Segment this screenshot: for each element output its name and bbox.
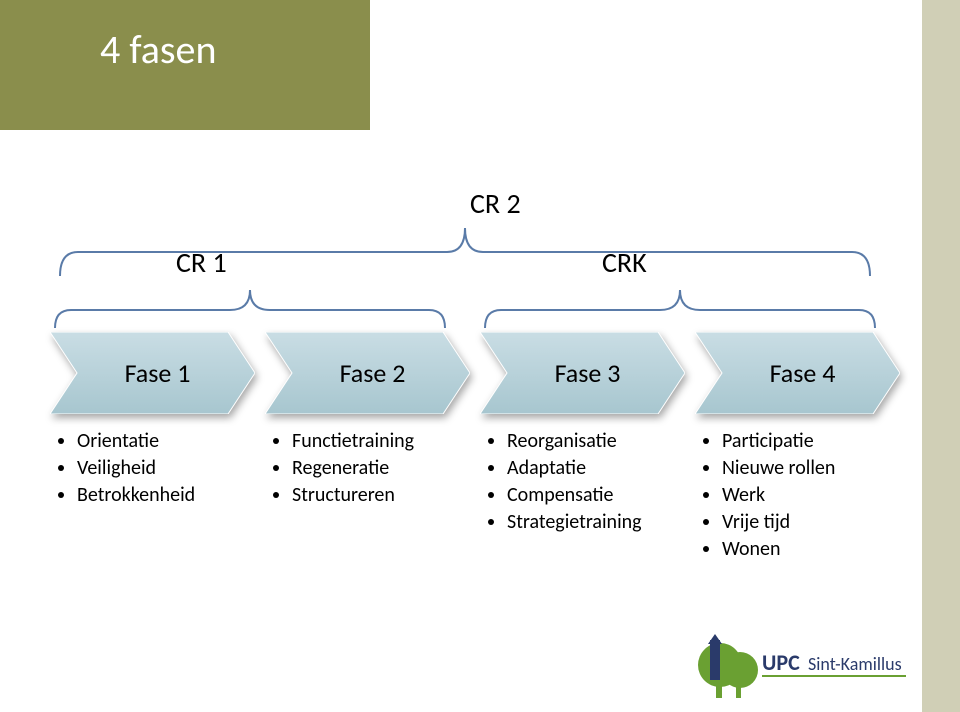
list-item: Wonen [722, 536, 905, 563]
list-item: Compensatie [507, 482, 690, 509]
col-4: Participatie Nieuwe rollen Werk Vrije ti… [700, 428, 915, 563]
phase-2-label: Fase 2 [265, 332, 470, 414]
bracket-crk [485, 280, 875, 330]
bracket-label-cr2: CR 2 [470, 186, 521, 221]
page-title: 4 fasen [100, 25, 216, 74]
list-item: Werk [722, 482, 905, 509]
bracket-cr2 [60, 220, 870, 278]
bullet-columns: Orientatie Veiligheid Betrokkenheid Func… [55, 428, 915, 563]
list-item: Veiligheid [77, 455, 260, 482]
logo: UPC Sint-Kamillus [680, 630, 910, 700]
bracket-cr1 [55, 280, 445, 330]
phase-1-label: Fase 1 [50, 332, 255, 414]
logo-text-main: UPC [762, 649, 800, 676]
col-1: Orientatie Veiligheid Betrokkenheid [55, 428, 270, 563]
col-2: Functietraining Regeneratie Structureren [270, 428, 485, 563]
list-item: Structureren [292, 482, 475, 509]
list-item: Participatie [722, 428, 905, 455]
list-item: Functietraining [292, 428, 475, 455]
list-item: Vrije tijd [722, 509, 905, 536]
list-item: Nieuwe rollen [722, 455, 905, 482]
svg-text:UPC: UPC [762, 649, 800, 676]
col-3: Reorganisatie Adaptatie Compensatie Stra… [485, 428, 700, 563]
logo-text-sub: Sint-Kamillus [808, 653, 902, 675]
phase-2: Fase 2 [265, 332, 470, 414]
list-item: Adaptatie [507, 455, 690, 482]
list-item: Reorganisatie [507, 428, 690, 455]
phase-3-label: Fase 3 [480, 332, 685, 414]
phase-4: Fase 4 [695, 332, 900, 414]
list-item: Regeneratie [292, 455, 475, 482]
sidebar-stripe [922, 0, 960, 712]
phase-3: Fase 3 [480, 332, 685, 414]
phase-row: Fase 1 Fase 2 Fase 3 Fase 4 [50, 332, 910, 414]
list-item: Betrokkenheid [77, 482, 260, 509]
phase-4-label: Fase 4 [695, 332, 900, 414]
svg-text:Sint-Kamillus: Sint-Kamillus [808, 653, 902, 675]
list-item: Strategietraining [507, 509, 690, 536]
list-item: Orientatie [77, 428, 260, 455]
phase-1: Fase 1 [50, 332, 255, 414]
